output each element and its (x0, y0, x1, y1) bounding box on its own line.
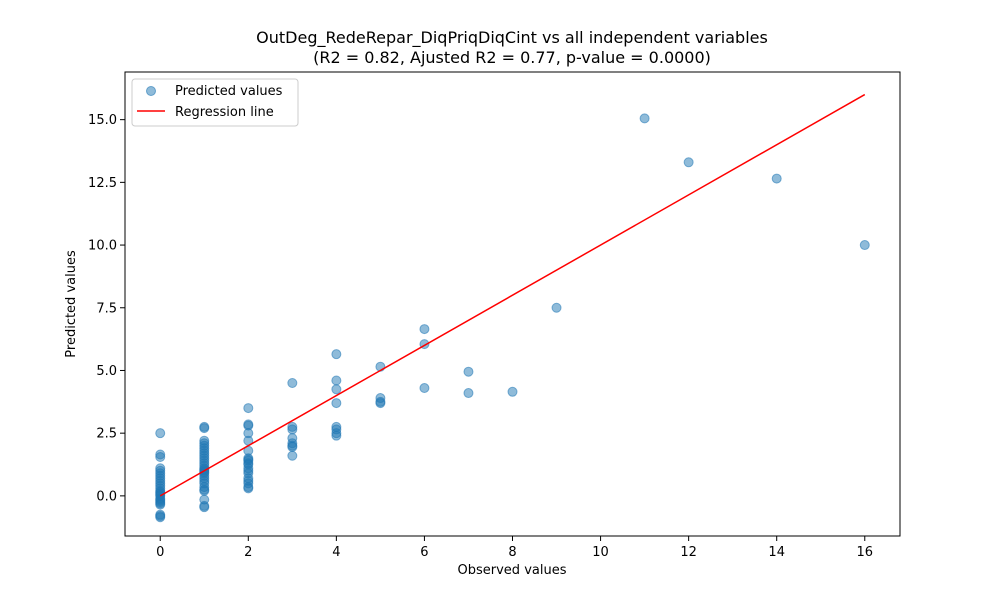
data-point (155, 451, 166, 462)
chart-title: OutDeg_RedeRepar_DiqPriqDiqCint vs all i… (256, 28, 768, 48)
data-point (331, 398, 342, 409)
line-layer (159, 93, 866, 497)
chart-subtitle: (R2 = 0.82, Ajusted R2 = 0.77, p-value =… (313, 48, 711, 67)
y-tick-label: 0.0 (96, 489, 117, 504)
y-tick-label: 12.5 (88, 176, 117, 191)
x-tick-label: 12 (680, 545, 697, 560)
data-point (331, 349, 342, 360)
data-point (199, 478, 210, 489)
y-tick-label: 15.0 (88, 113, 117, 128)
x-tick-label: 10 (592, 545, 609, 560)
data-point (287, 441, 298, 452)
y-tick-label: 10.0 (88, 239, 117, 254)
x-ticks: 0 2 4 6 8 10 12 14 16 (156, 536, 873, 560)
x-tick-label: 6 (420, 545, 428, 560)
data-point (683, 157, 694, 168)
x-tick-label: 8 (508, 545, 516, 560)
data-point (155, 512, 166, 523)
data-point (771, 173, 782, 184)
data-point (155, 499, 166, 510)
data-point (331, 375, 342, 386)
y-ticks: 0.0 2.5 5.0 7.5 10.0 12.5 15.0 (88, 113, 125, 504)
legend-label-regression: Regression line (175, 105, 274, 120)
data-point (287, 450, 298, 461)
data-point (419, 383, 430, 394)
y-tick-label: 2.5 (96, 427, 117, 442)
y-tick-label: 7.5 (96, 301, 117, 316)
x-tick-label: 14 (768, 545, 785, 560)
data-point (419, 324, 430, 335)
data-point (155, 428, 166, 439)
data-point (859, 240, 870, 251)
legend-label-predicted: Predicted values (175, 84, 283, 99)
legend-box (131, 78, 299, 127)
x-tick-label: 4 (332, 545, 340, 560)
data-point (375, 398, 386, 409)
x-axis-label: Observed values (458, 563, 567, 578)
data-point (199, 423, 210, 434)
data-point (551, 302, 562, 313)
legend: Predicted values Regression line (131, 78, 299, 127)
data-point (463, 366, 474, 377)
data-point (287, 424, 298, 435)
data-point (331, 430, 342, 441)
data-point (243, 403, 254, 414)
data-point (287, 378, 298, 389)
data-point (507, 386, 518, 397)
y-tick-label: 5.0 (96, 364, 117, 379)
data-point (243, 483, 254, 494)
data-point (331, 384, 342, 395)
legend-marker-predicted (146, 86, 156, 96)
plot-frame (124, 71, 901, 537)
points-layer (155, 113, 870, 523)
x-tick-label: 2 (244, 545, 252, 560)
y-axis-label: Predicted values (64, 250, 79, 358)
data-point (639, 113, 650, 124)
regression-line (159, 93, 866, 497)
data-point (463, 388, 474, 399)
data-point (199, 502, 210, 513)
x-tick-label: 16 (856, 545, 873, 560)
x-tick-label: 0 (156, 545, 164, 560)
